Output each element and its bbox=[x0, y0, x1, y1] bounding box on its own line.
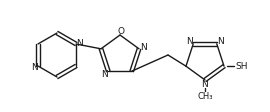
Text: N: N bbox=[217, 37, 224, 46]
Text: N: N bbox=[202, 80, 208, 89]
Text: N: N bbox=[140, 43, 146, 52]
Text: CH₃: CH₃ bbox=[197, 92, 213, 101]
Text: SH: SH bbox=[236, 61, 248, 70]
Text: N: N bbox=[101, 69, 108, 78]
Text: N: N bbox=[186, 37, 193, 46]
Text: N: N bbox=[76, 39, 82, 48]
Text: O: O bbox=[117, 27, 124, 36]
Text: N: N bbox=[32, 63, 38, 72]
